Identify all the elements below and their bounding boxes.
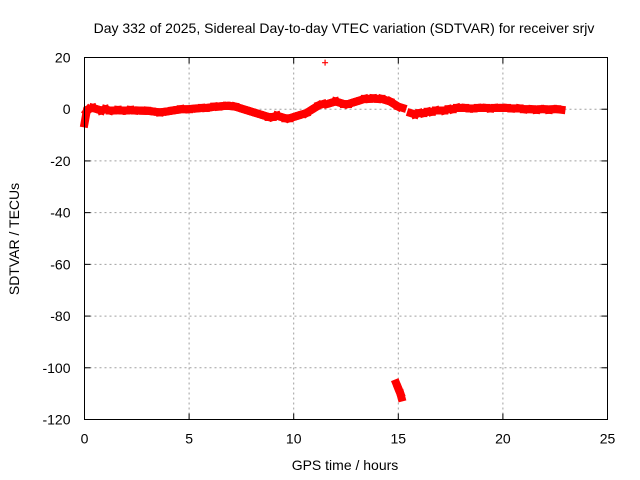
- data-point: [391, 101, 398, 108]
- data-point: [382, 97, 389, 104]
- data-point: [420, 110, 427, 117]
- data-point: [244, 107, 251, 114]
- y-tick-label: -80: [50, 308, 70, 324]
- data-point: [428, 108, 435, 115]
- data-point: [516, 105, 523, 112]
- data-point: [349, 99, 356, 106]
- data-point: [386, 98, 393, 105]
- data-point: [294, 112, 301, 119]
- data-point: [397, 390, 404, 397]
- data-point: [290, 113, 297, 120]
- y-tick-label: -20: [50, 153, 70, 169]
- x-tick-label: 25: [600, 431, 616, 447]
- x-tick-label: 5: [185, 431, 193, 447]
- data-point: [261, 112, 268, 119]
- data-point: [558, 106, 565, 113]
- data-points: [79, 59, 566, 403]
- data-point: [273, 112, 280, 119]
- data-point: [165, 108, 172, 115]
- data-point: [324, 101, 331, 108]
- data-point: [315, 102, 322, 109]
- data-point: [441, 107, 448, 114]
- x-tick-label: 0: [81, 431, 89, 447]
- data-point: [85, 106, 92, 113]
- y-tick-label: 0: [63, 101, 71, 117]
- data-point: [357, 97, 364, 104]
- y-tick-label: -60: [50, 256, 70, 272]
- x-tick-labels: 0 5 10 15 20 25: [81, 431, 616, 447]
- data-point: [353, 98, 360, 105]
- data-point: [393, 380, 400, 387]
- data-point: [407, 110, 414, 117]
- data-point: [248, 108, 255, 115]
- data-point: [102, 106, 109, 113]
- x-axis-title: GPS time / hours: [292, 457, 399, 473]
- y-tick-label: -40: [50, 205, 70, 221]
- y-tick-label: -120: [42, 412, 70, 428]
- data-point: [299, 111, 306, 118]
- data-point: [286, 115, 293, 122]
- x-tick-label: 20: [495, 431, 511, 447]
- data-point: [207, 104, 214, 111]
- data-point: [449, 106, 456, 113]
- data-point: [336, 99, 343, 106]
- y-tick-label: 20: [55, 50, 71, 66]
- x-tick-label: 15: [391, 431, 407, 447]
- data-point: [173, 106, 180, 113]
- data-point: [398, 394, 405, 401]
- y-tick-label: -100: [42, 360, 70, 376]
- data-point: [98, 107, 105, 114]
- y-tick-labels: 20 0 -20 -40 -60 -80 -100 -120: [42, 50, 70, 428]
- data-point: [253, 110, 260, 117]
- data-point: [345, 101, 352, 108]
- data-point: [269, 113, 276, 120]
- data-point: [311, 104, 318, 111]
- data-point: [395, 385, 402, 392]
- data-point: [89, 104, 96, 111]
- data-point: [395, 103, 402, 110]
- x-tick-label: 10: [286, 431, 302, 447]
- data-point: [322, 59, 329, 66]
- data-point: [307, 107, 314, 114]
- data-point: [94, 106, 101, 113]
- chart-title: Day 332 of 2025, Sidereal Day-to-day VTE…: [94, 20, 595, 36]
- data-point: [278, 113, 285, 120]
- data-point: [412, 111, 419, 118]
- data-point: [328, 99, 335, 106]
- data-point: [378, 95, 385, 102]
- data-point: [236, 104, 243, 111]
- data-point: [232, 103, 239, 110]
- data-point: [240, 106, 247, 113]
- data-point: [257, 111, 264, 118]
- data-point: [303, 110, 310, 117]
- data-point: [399, 104, 406, 111]
- y-axis-title: SDTVAR / TECUs: [6, 183, 22, 295]
- plot-frame: [84, 57, 608, 420]
- data-point: [332, 98, 339, 105]
